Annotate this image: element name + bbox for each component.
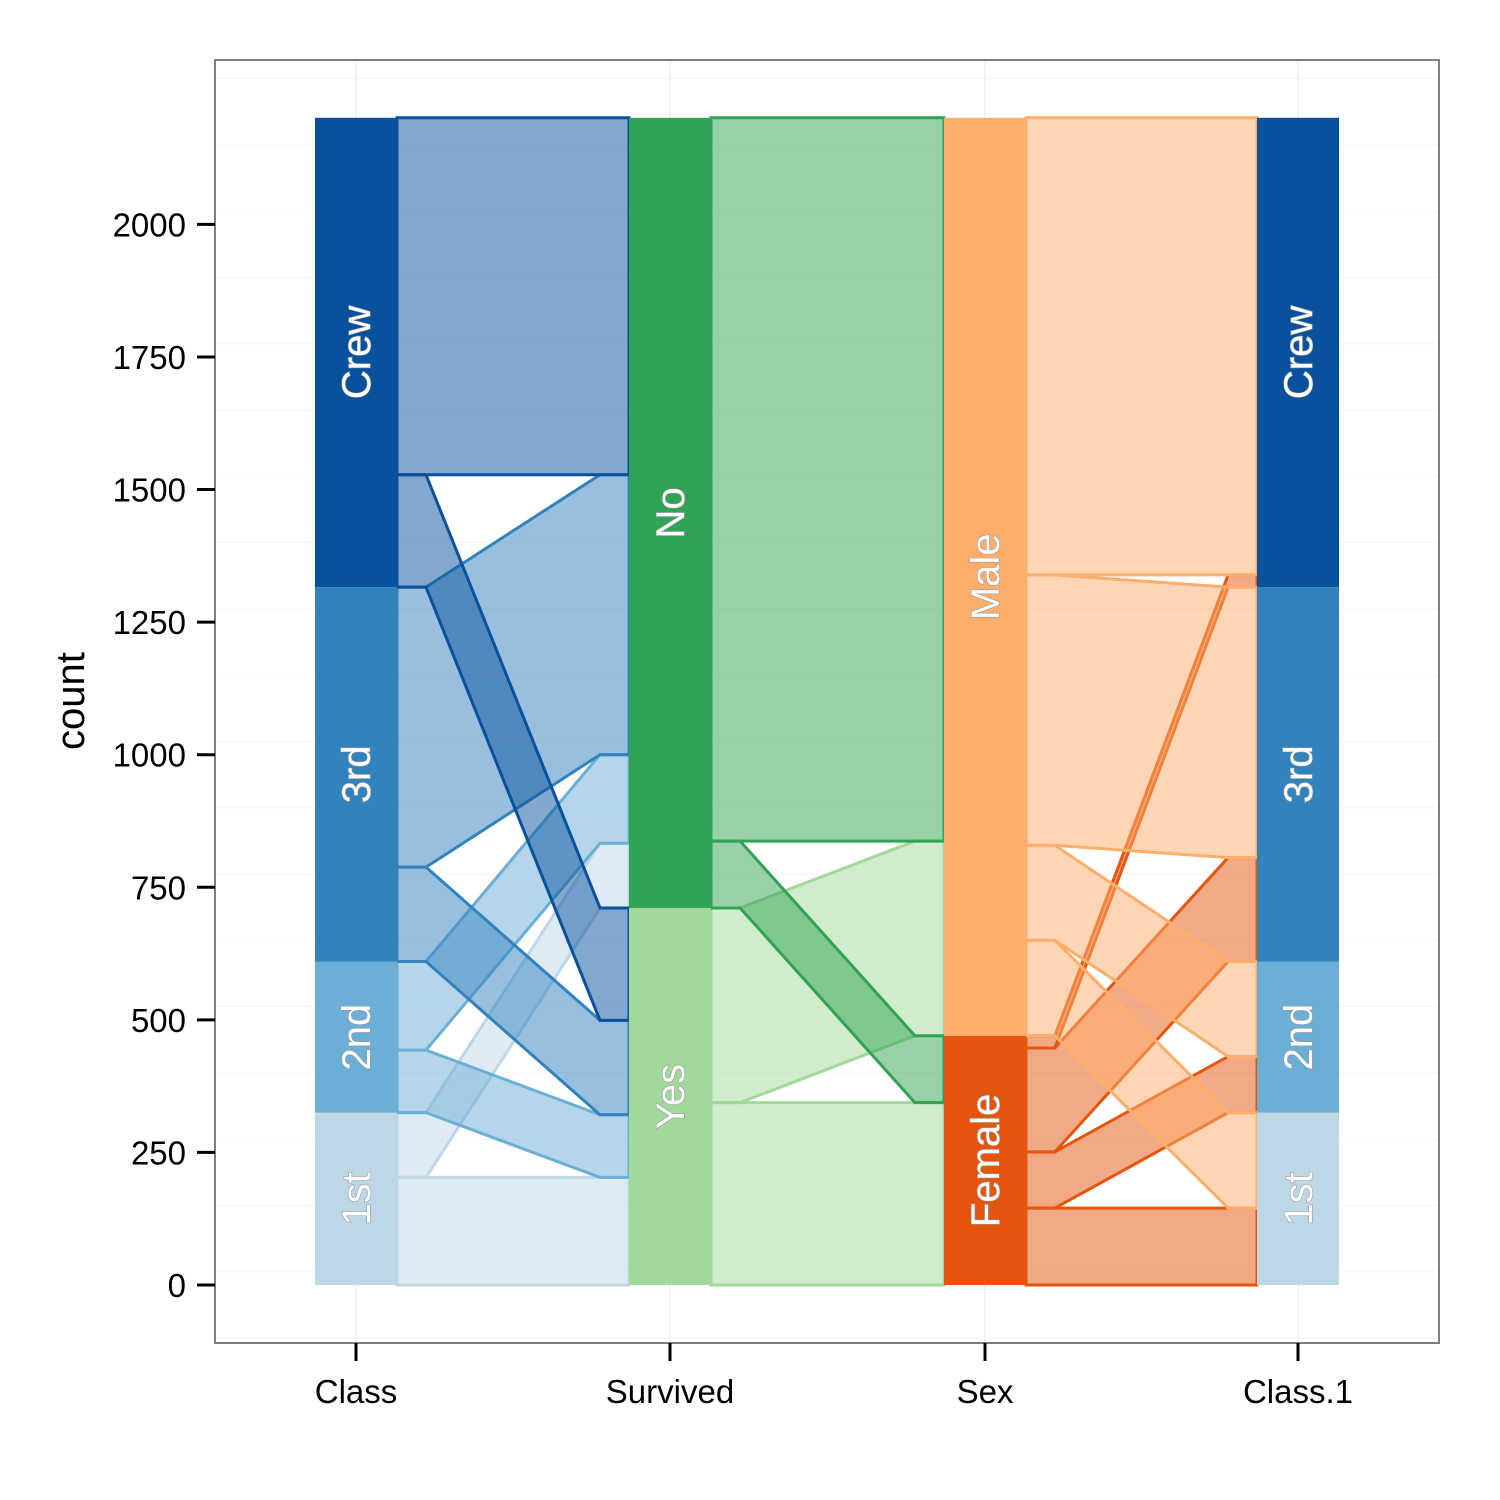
bar-class-1-crew bbox=[1257, 117, 1339, 588]
y-tick-label: 1250 bbox=[113, 604, 186, 641]
bar-class-1-1st bbox=[1257, 1112, 1339, 1285]
ribbon-sex-male-to-crew bbox=[1024, 116, 1259, 577]
bar-labels: 1st 2nd 3rd Crew Yes No Female Male 1st 2nd 3rd Cre… bbox=[334, 305, 1321, 1228]
bar-class-1-2nd bbox=[1257, 961, 1339, 1113]
x-tick-label-survived: Survived bbox=[606, 1373, 734, 1410]
bar-label-class-1-3rd: 3rd bbox=[1277, 745, 1321, 803]
x-axis: Class Survived Sex Class.1 bbox=[315, 1343, 1353, 1410]
y-axis-title: count bbox=[49, 652, 93, 750]
panel-border bbox=[214, 59, 1440, 1344]
bar-class-1-3rd bbox=[1257, 587, 1339, 962]
bar-label-class-1-2nd: 2nd bbox=[1277, 1004, 1321, 1071]
bar-label-survived-yes: Yes bbox=[649, 1064, 693, 1129]
ribbon-sex-female-to-1st bbox=[1024, 1206, 1259, 1287]
bar-label-class-crew: Crew bbox=[335, 306, 379, 399]
bar-label-sex-male: Male bbox=[964, 533, 1008, 620]
bar-label-class-2nd: 2nd bbox=[335, 1004, 379, 1071]
ribbons bbox=[395, 116, 1259, 1287]
bar-survived-no bbox=[629, 117, 711, 908]
bar-label-class-1-crew: Crew bbox=[1277, 306, 1321, 399]
ribbon-class-crew-to-no bbox=[395, 116, 631, 477]
ribbon-class-1st-to-yes bbox=[395, 1175, 631, 1287]
y-tick-label: 1750 bbox=[113, 339, 186, 376]
ribbon-survived-no-to-male bbox=[709, 116, 946, 843]
y-tick-label: 250 bbox=[131, 1134, 186, 1171]
bar-class-crew bbox=[315, 117, 397, 588]
bar-class-2nd bbox=[315, 961, 397, 1113]
bar-class-1st bbox=[315, 1112, 397, 1285]
bar-survived-yes bbox=[629, 907, 711, 1285]
bar-sex-male bbox=[944, 117, 1026, 1036]
bar-class-3rd bbox=[315, 587, 397, 962]
bar-label-class-3rd: 3rd bbox=[335, 745, 379, 803]
y-tick-label: 1500 bbox=[113, 472, 186, 509]
y-axis: 0 250 500 750 1000 1250 1500 1750 2000 bbox=[113, 206, 215, 1304]
bar-label-sex-female: Female bbox=[964, 1094, 1008, 1227]
bar-label-survived-no: No bbox=[649, 487, 693, 538]
bar-label-class-1st: 1st bbox=[335, 1172, 379, 1225]
y-tick-label: 0 bbox=[168, 1267, 186, 1304]
x-tick-label-sex: Sex bbox=[957, 1373, 1014, 1410]
ribbon-survived-yes-to-female bbox=[709, 1101, 946, 1287]
ribbon-sex-male-to-3rd bbox=[1024, 573, 1259, 860]
y-tick-label: 1000 bbox=[113, 737, 186, 774]
x-tick-label-class-1: Class.1 bbox=[1243, 1373, 1353, 1410]
plot-panel: 1st 2nd 3rd Crew Yes No Female Male 1st 2nd 3rd Cre… bbox=[214, 59, 1440, 1344]
bar-label-class-1-1st: 1st bbox=[1277, 1172, 1321, 1225]
y-tick-label: 2000 bbox=[113, 206, 186, 243]
y-tick-label: 500 bbox=[131, 1002, 186, 1039]
category-bars bbox=[315, 117, 1339, 1285]
y-tick-label: 750 bbox=[131, 869, 186, 906]
bar-sex-female bbox=[944, 1035, 1026, 1285]
x-tick-label-class: Class bbox=[315, 1373, 398, 1410]
